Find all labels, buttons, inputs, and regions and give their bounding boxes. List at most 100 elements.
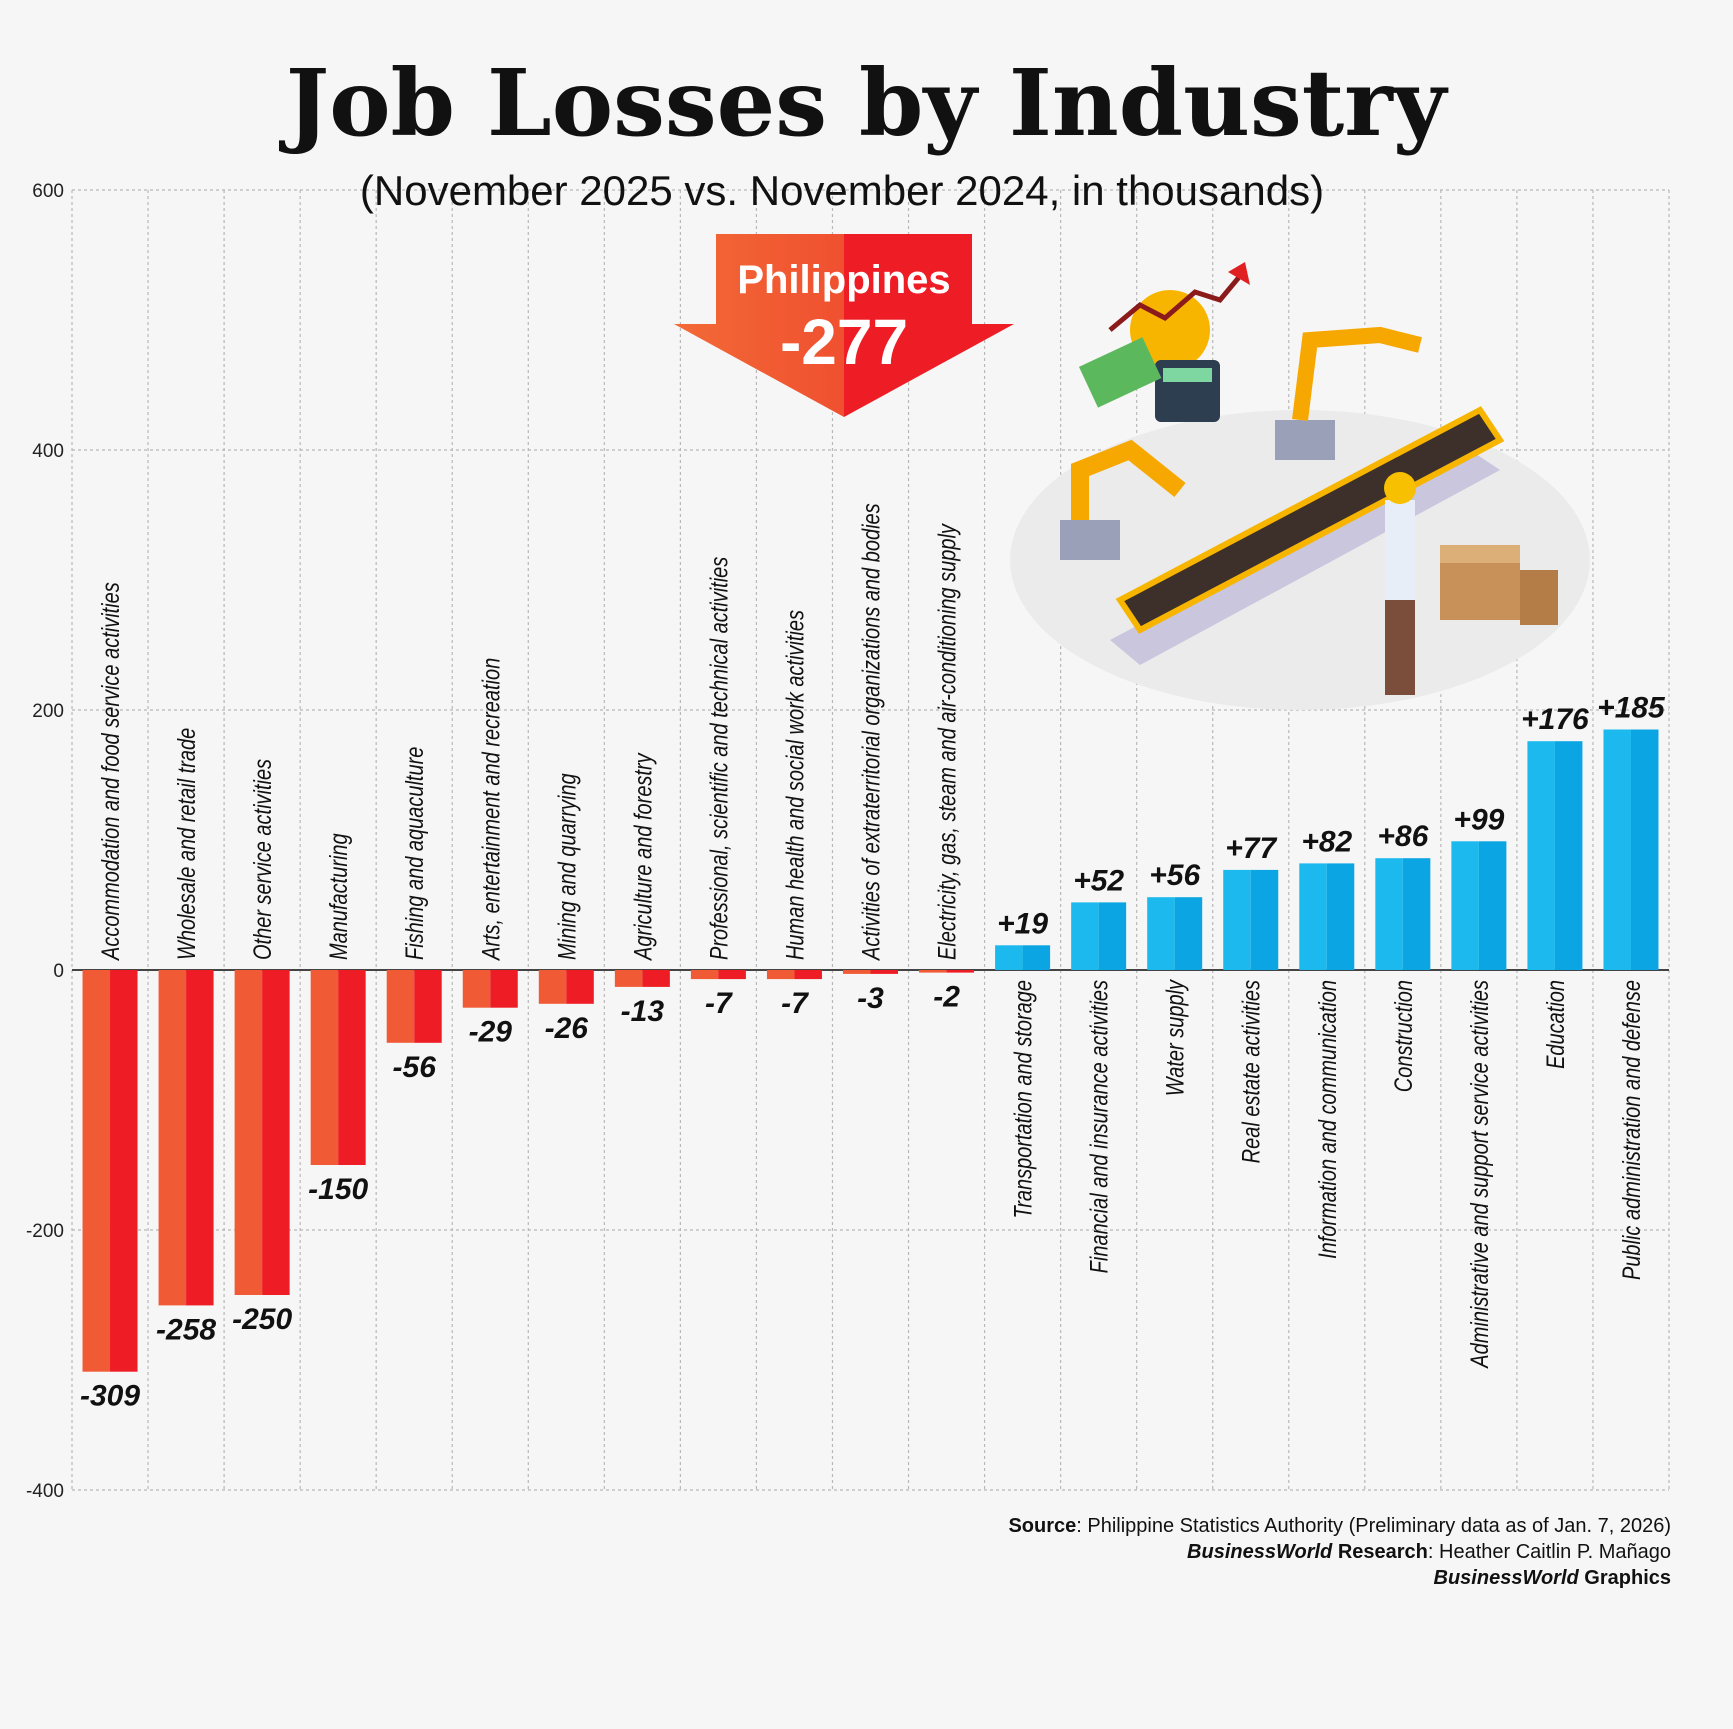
bar-shade [262,970,290,1295]
category-label-group: Public administration and defense [1618,980,1646,1280]
category-label: Water supply [1162,979,1190,1097]
category-label-group: Mining and quarrying [553,773,581,960]
bar-shade [794,970,822,980]
graphics-label: Graphics [1579,1567,1671,1589]
data-label: -13 [621,995,665,1028]
y-tick-label: 0 [53,961,64,982]
data-label: -3 [857,982,884,1015]
data-label: -26 [545,1012,589,1045]
category-label-group: Fishing and aquaculture [401,747,429,960]
category-label: Activities of extraterritorial organizat… [857,503,885,961]
bar-shade [1326,863,1355,970]
category-label: Agriculture and forestry [629,752,657,962]
category-label-group: Professional, scientific and technical a… [705,557,733,960]
research-text: : Heather Caitlin P. Mañago [1428,1541,1671,1563]
category-label-group: Wholesale and retail trade [173,728,201,960]
category-label: Fishing and aquaculture [401,747,429,960]
research-line: BusinessWorld Research: Heather Caitlin … [1187,1541,1671,1563]
bar-shade [338,970,366,1165]
bar-shade [718,970,746,980]
footer: Source: Philippine Statistics Authority … [1008,1515,1671,1589]
category-label: Electricity, gas, steam and air-conditio… [933,523,961,960]
y-tick-label: 600 [32,181,64,202]
y-tick-label: -400 [26,1481,64,1502]
bar-shade [110,970,138,1372]
bar [538,970,567,1004]
bar-shade [186,970,214,1306]
illustration-factory [1010,262,1590,710]
bar-shade [414,970,442,1043]
category-label: Professional, scientific and technical a… [705,557,733,960]
category-label-group: Construction [1390,980,1418,1092]
category-label-group: Information and communication [1314,980,1342,1259]
bar [1375,858,1403,970]
bar [843,970,871,974]
data-label: -150 [308,1173,368,1206]
bar-shade [1402,858,1431,970]
category-label-group: Manufacturing [325,833,353,960]
category-label: Education [1542,980,1570,1069]
y-tick-label: -200 [26,1221,64,1242]
data-label: +185 [1597,692,1666,725]
chart-subtitle: (November 2025 vs. November 2024, in tho… [360,167,1324,214]
bar-shade [1478,841,1507,970]
category-label: Wholesale and retail trade [173,728,201,960]
category-label-group: Accommodation and food service activitie… [97,582,125,962]
category-label-group: Real estate activities [1238,980,1266,1163]
category-label: Manufacturing [325,833,353,960]
bar-shade [1022,945,1051,970]
category-label: Other service activities [249,759,277,960]
category-label: Public administration and defense [1618,980,1646,1280]
research-label: Research [1332,1541,1428,1563]
bar [1299,863,1327,970]
bar [234,970,263,1295]
chart-title: Job Losses by Industry [279,49,1449,157]
category-label-group: Other service activities [249,759,277,960]
category-label: Mining and quarrying [553,773,581,960]
worker-icon [1385,500,1415,600]
philippines-callout: Philippines -277 [674,234,1014,417]
bar [386,970,415,1043]
category-label-group: Arts, entertainment and recreation [477,658,505,962]
category-label-group: Electricity, gas, steam and air-conditio… [933,523,961,960]
graphics-brand: BusinessWorld [1434,1567,1580,1589]
bars: -309 Accommodation and food service activ… [80,503,1666,1412]
robot-arm-icon [1071,439,1186,520]
category-label: Accommodation and food service activitie… [97,582,125,962]
bar [919,970,947,973]
source-text: : Philippine Statistics Authority (Preli… [1076,1515,1671,1537]
bar [690,970,719,980]
category-label: Administrative and support service activ… [1466,980,1494,1369]
source-label: Source [1008,1515,1076,1537]
bar-shade [490,970,518,1008]
data-label: +19 [997,907,1048,940]
y-axis: 600 400 200 0 -200 -400 [26,181,64,1502]
bar [766,970,795,980]
category-label-group: Water supply [1162,979,1190,1097]
bar [614,970,643,987]
bar [1451,841,1479,970]
category-label-group: Human health and social work activities [781,610,809,960]
data-label: +82 [1301,825,1352,858]
research-brand: BusinessWorld [1187,1541,1333,1563]
bar [1603,729,1631,970]
bar-shade [566,970,594,1004]
data-label: -258 [156,1313,216,1346]
data-label: -250 [232,1303,292,1336]
category-label: Information and communication [1314,980,1342,1259]
category-label: Human health and social work activities [781,610,809,960]
bar-shade [642,970,670,987]
data-label: +86 [1377,820,1428,853]
bar [995,945,1023,970]
y-tick-label: 400 [32,441,64,462]
bar-shade [1250,869,1279,970]
data-label: +99 [1453,803,1504,836]
down-arrow-icon [674,234,1014,417]
category-label: Transportation and storage [1010,980,1038,1219]
data-label: -7 [781,987,809,1020]
data-label: +176 [1521,703,1589,736]
callout-label: Philippines [737,258,950,302]
data-label: -29 [469,1016,513,1049]
